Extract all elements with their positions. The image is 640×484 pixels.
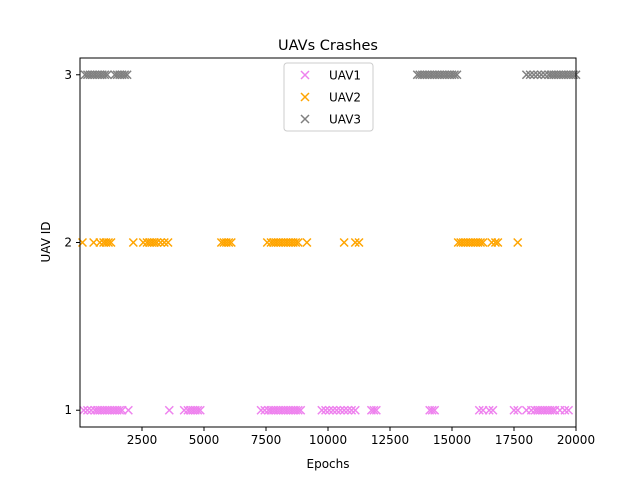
legend-entry-uav2: UAV2 xyxy=(300,91,361,105)
x-tick-label: 15000 xyxy=(433,433,471,447)
data-point xyxy=(332,405,342,415)
legend-label: UAV2 xyxy=(329,91,361,105)
x-tick-label: 5000 xyxy=(189,433,220,447)
data-point xyxy=(120,70,130,80)
legend-label: UAV3 xyxy=(329,113,361,127)
data-point xyxy=(328,405,338,415)
data-point xyxy=(100,70,110,80)
data-point xyxy=(317,405,327,415)
data-point xyxy=(115,405,125,415)
y-tick-label: 3 xyxy=(64,68,72,82)
data-point xyxy=(226,237,236,248)
chart-title: UAVs Crashes xyxy=(278,38,378,54)
data-point xyxy=(102,70,112,80)
x-tick-label: 17500 xyxy=(495,433,533,447)
x-axis-label: Epochs xyxy=(307,457,350,471)
data-point xyxy=(354,237,364,248)
data-point xyxy=(350,237,360,248)
data-point xyxy=(509,405,519,415)
data-point xyxy=(256,405,266,415)
data-point xyxy=(293,405,303,415)
data-point xyxy=(224,237,234,248)
x-tick-label: 10000 xyxy=(309,433,347,447)
axes-layer: 2500 5000 7500 10000 12500 15000 17500 20000 1 2 3 xyxy=(64,68,595,447)
legend-entry-uav1: UAV1 xyxy=(300,69,361,83)
data-point xyxy=(343,405,353,415)
legend-entries: UAV1 UAV2 UAV3 xyxy=(300,69,361,127)
data-point xyxy=(106,237,116,248)
x-tick-label: 7500 xyxy=(251,433,282,447)
data-point xyxy=(369,405,379,415)
legend-entry-uav3: UAV3 xyxy=(300,113,361,127)
data-point xyxy=(490,237,500,248)
data-point xyxy=(324,405,334,415)
data-point xyxy=(302,237,312,248)
data-point xyxy=(82,405,92,415)
data-point xyxy=(163,237,173,248)
data-point xyxy=(122,70,132,80)
data-point xyxy=(159,237,169,248)
data-point xyxy=(560,405,570,415)
data-point xyxy=(152,237,162,248)
data-point xyxy=(478,237,488,248)
x-tick-label: 12500 xyxy=(371,433,409,447)
data-point xyxy=(525,70,535,80)
data-point xyxy=(474,405,484,415)
data-point xyxy=(371,405,381,415)
data-point xyxy=(452,70,462,80)
legend: UAV1 UAV2 UAV3 xyxy=(283,62,374,132)
data-point xyxy=(293,237,303,248)
data-point xyxy=(347,405,357,415)
series-uav3 xyxy=(80,70,581,80)
data-point xyxy=(128,237,138,248)
series-uav2 xyxy=(77,237,523,248)
legend-marker xyxy=(300,114,310,124)
legend-marker xyxy=(300,92,310,102)
data-point xyxy=(529,70,539,80)
data-point xyxy=(296,405,306,415)
data-point xyxy=(320,405,331,415)
data-point xyxy=(547,405,557,415)
legend-box xyxy=(283,62,374,132)
legend-label: UAV1 xyxy=(329,69,361,83)
data-point xyxy=(449,70,460,80)
data-point xyxy=(195,405,205,415)
data-point xyxy=(339,237,349,248)
data-point xyxy=(123,405,133,415)
data-point xyxy=(427,405,437,415)
data-point xyxy=(493,237,503,248)
data-point xyxy=(513,405,523,415)
data-point xyxy=(79,405,89,415)
data-point xyxy=(484,405,494,415)
y-tick-label: 2 xyxy=(64,236,72,250)
data-point xyxy=(513,237,523,248)
data-point xyxy=(488,405,498,415)
data-point xyxy=(350,405,360,415)
y-axis-label: UAV ID xyxy=(39,221,53,262)
x-tick-label: 2500 xyxy=(127,433,158,447)
data-point xyxy=(564,405,574,415)
y-tick-label: 1 xyxy=(64,403,72,417)
series-uav1 xyxy=(79,405,574,415)
data-point xyxy=(164,405,174,415)
data-point xyxy=(536,70,546,80)
x-tick-label: 20000 xyxy=(557,433,595,447)
data-point xyxy=(521,70,531,80)
data-point xyxy=(335,405,345,415)
data-point xyxy=(103,237,114,248)
marks-layer xyxy=(77,70,581,415)
data-point xyxy=(156,237,166,248)
data-point xyxy=(475,237,486,248)
data-point xyxy=(291,237,301,248)
data-point xyxy=(430,405,440,415)
data-point xyxy=(533,70,543,80)
data-point xyxy=(193,405,203,415)
legend-marker xyxy=(300,70,310,80)
data-point xyxy=(339,405,349,415)
